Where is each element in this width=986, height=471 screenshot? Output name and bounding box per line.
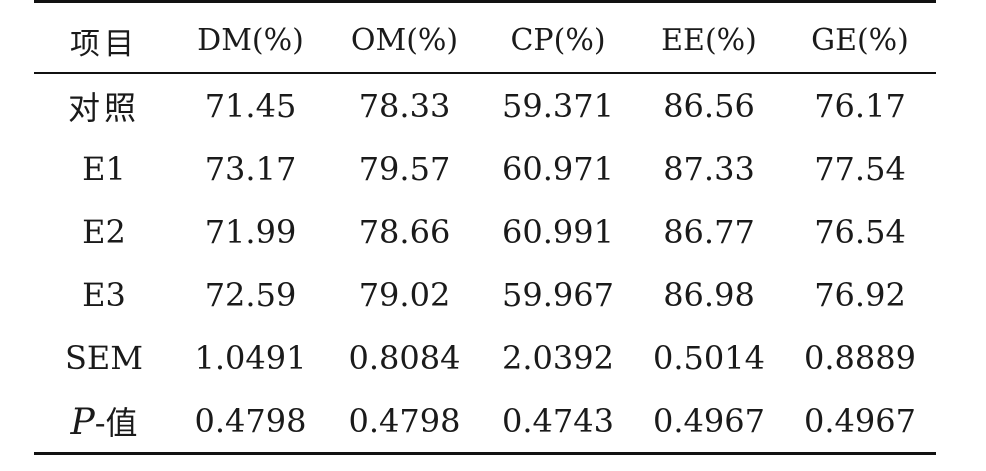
header-cell-item: 项目 [70,26,138,62]
table-row: E3 72.59 79.02 59.967 86.98 76.92 [34,263,936,326]
table-cell: 87.33 [663,149,755,188]
row-label: SEM [64,338,144,377]
table-row: E1 73.17 79.57 60.971 87.33 77.54 [34,137,936,200]
row-label: E2 [82,212,126,251]
table-cell: 0.4967 [804,401,916,440]
table-cell: 78.33 [358,86,451,125]
table-row: E2 71.99 78.66 60.991 86.77 76.54 [34,200,936,263]
p-value-suffix: -值 [94,403,138,442]
row-label: E1 [82,149,126,188]
table-cell: 77.54 [814,149,906,188]
header-cell-cp: CP(%) [510,23,606,58]
table-row: P-值 0.4798 0.4798 0.4743 0.4967 0.4967 [34,389,936,454]
table-cell: 0.8084 [348,338,461,377]
table-cell: 86.98 [663,275,755,314]
table-cell: 0.4967 [653,401,765,440]
table-cell: 71.45 [204,86,297,125]
row-label: E3 [82,275,126,314]
table-cell: 78.66 [358,212,451,251]
header-cell-om: OM(%) [350,23,459,58]
table-cell: 0.8889 [804,338,916,377]
table-cell: 0.4798 [194,401,307,440]
data-table: 项目 DM(%) OM(%) CP(%) EE(%) GE(%) 对照 71.4… [34,0,936,455]
table-cell: 73.17 [204,149,297,188]
header-row: 项目 DM(%) OM(%) CP(%) EE(%) GE(%) [34,1,936,73]
table-cell: 86.56 [663,86,755,125]
header-cell-ee: EE(%) [661,23,757,58]
table-cell: 71.99 [204,212,297,251]
table-header: 项目 DM(%) OM(%) CP(%) EE(%) GE(%) [34,1,936,73]
table-cell: 2.0392 [502,338,614,377]
table-cell: 0.4743 [502,401,614,440]
table-cell: 76.54 [814,212,906,251]
table-row: SEM 1.0491 0.8084 2.0392 0.5014 0.8889 [34,326,936,389]
table-cell: 59.967 [502,275,614,314]
table-cell: 0.4798 [348,401,461,440]
table-cell: 60.971 [502,149,614,188]
table-cell: 76.17 [814,86,906,125]
header-cell-ge: GE(%) [811,23,909,58]
table-cell: 60.991 [502,212,614,251]
data-table-container: 项目 DM(%) OM(%) CP(%) EE(%) GE(%) 对照 71.4… [34,0,936,455]
row-label: P-值 [34,389,174,454]
table-cell: 1.0491 [194,338,307,377]
header-cell-dm: DM(%) [197,23,304,58]
table-cell: 59.371 [502,86,614,125]
table-cell: 86.77 [663,212,755,251]
row-label: 对照 [67,88,140,127]
table-cell: 72.59 [204,275,297,314]
table-body: 对照 71.45 78.33 59.371 86.56 76.17 E1 73.… [34,73,936,454]
p-value-italic-letter: P [70,401,95,443]
table-cell: 0.5014 [653,338,765,377]
table-cell: 79.02 [358,275,451,314]
table-cell: 76.92 [814,275,906,314]
table-cell: 79.57 [358,149,451,188]
table-row: 对照 71.45 78.33 59.371 86.56 76.17 [34,73,936,137]
